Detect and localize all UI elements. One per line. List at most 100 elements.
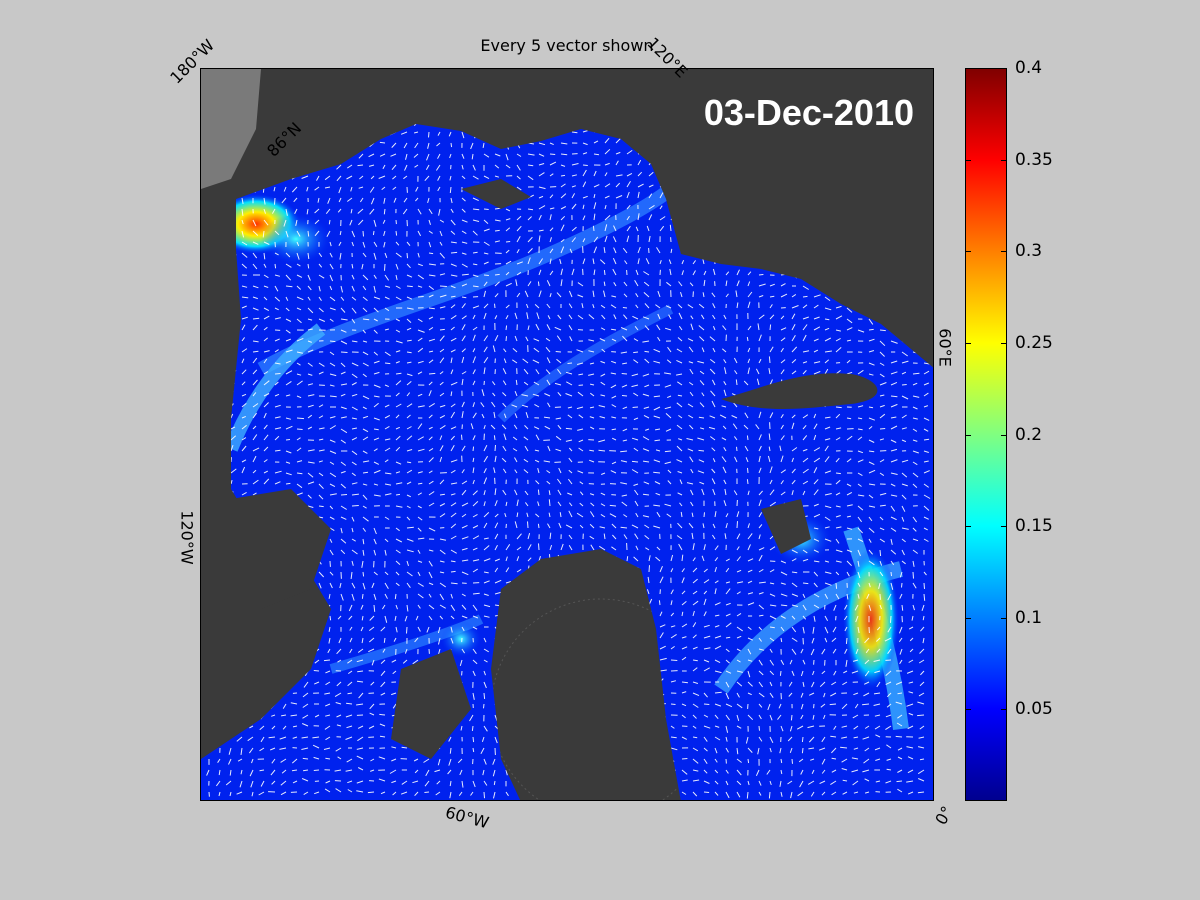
drift-vector	[769, 501, 776, 507]
drift-vector	[780, 337, 786, 342]
drift-vector	[578, 373, 584, 376]
drift-vector	[557, 391, 562, 397]
drift-vector	[527, 175, 534, 181]
drift-vector	[329, 493, 337, 496]
drift-vector	[692, 725, 697, 729]
drift-vector	[666, 281, 672, 287]
drift-vector	[725, 588, 731, 595]
drift-vector	[747, 714, 754, 721]
drift-vector	[569, 502, 573, 507]
drift-vector	[868, 373, 874, 376]
drift-vector	[787, 736, 793, 742]
drift-vector	[620, 327, 628, 331]
drift-vector	[292, 725, 298, 728]
drift-vector	[612, 534, 617, 540]
drift-vector	[901, 560, 906, 565]
drift-vector	[699, 380, 705, 386]
drift-vector	[373, 417, 380, 421]
drift-vector	[274, 393, 280, 397]
drift-vector	[527, 521, 529, 529]
drift-vector	[285, 318, 292, 322]
drift-vector	[439, 615, 444, 620]
drift-vector	[325, 681, 331, 686]
drift-vector	[307, 328, 313, 331]
drift-vector	[312, 744, 320, 749]
drift-vector	[329, 461, 335, 465]
drift-vector	[680, 511, 683, 518]
drift-vector	[789, 747, 793, 753]
drift-vector	[824, 526, 830, 529]
drift-vector	[270, 769, 276, 776]
drift-vector	[725, 280, 728, 287]
drift-vector	[714, 670, 722, 674]
drift-vector	[885, 780, 892, 784]
drift-vector	[516, 186, 522, 191]
drift-vector	[380, 692, 386, 696]
drift-vector	[681, 577, 685, 584]
drift-vector	[846, 504, 853, 507]
drift-vector	[351, 549, 358, 555]
drift-vector	[571, 163, 579, 166]
drift-vector	[802, 448, 808, 452]
drift-vector	[747, 325, 752, 331]
drift-vector	[844, 604, 848, 610]
drift-vector	[406, 604, 409, 612]
drift-vector	[324, 692, 331, 695]
drift-vector	[449, 780, 452, 787]
drift-vector	[568, 510, 573, 518]
drift-vector	[414, 769, 419, 774]
drift-vector	[747, 523, 750, 529]
drift-vector	[758, 791, 762, 796]
drift-vector	[461, 219, 468, 223]
drift-vector	[714, 511, 717, 518]
drift-vector	[802, 659, 806, 665]
drift-vector	[351, 582, 356, 589]
drift-vector	[637, 191, 640, 199]
drift-vector	[907, 725, 914, 730]
drift-vector	[703, 624, 710, 628]
drift-vector	[746, 435, 749, 441]
drift-vector	[357, 670, 364, 673]
drift-vector	[329, 241, 332, 247]
drift-vector	[835, 571, 840, 576]
drift-vector	[659, 260, 662, 265]
drift-vector	[483, 522, 488, 529]
drift-vector	[688, 346, 694, 353]
drift-vector	[340, 461, 346, 466]
drift-vector	[513, 424, 518, 430]
drift-vector	[296, 241, 300, 247]
drift-vector	[919, 758, 925, 761]
drift-vector	[678, 325, 683, 331]
drift-vector	[225, 780, 232, 786]
drift-vector	[296, 296, 304, 301]
drift-vector	[314, 791, 320, 795]
drift-vector	[505, 325, 508, 331]
drift-vector	[922, 637, 925, 644]
drift-vector	[791, 313, 796, 320]
drift-vector	[483, 477, 488, 485]
drift-vector	[494, 522, 499, 529]
drift-vector	[678, 543, 683, 551]
drift-vector	[349, 637, 353, 643]
drift-vector	[779, 747, 782, 754]
drift-vector	[864, 659, 870, 665]
drift-vector	[417, 329, 425, 333]
drift-vector	[271, 780, 276, 785]
drift-vector	[329, 263, 334, 270]
drift-vector	[307, 404, 314, 408]
drift-vector	[391, 692, 397, 696]
drift-vector	[665, 305, 672, 309]
drift-vector	[424, 175, 430, 182]
drift-vector	[692, 578, 698, 584]
drift-vector	[549, 227, 554, 232]
drift-vector	[758, 592, 764, 595]
drift-vector	[417, 626, 421, 632]
drift-vector	[589, 511, 595, 518]
drift-vector	[351, 274, 355, 280]
drift-vector	[725, 513, 729, 518]
drift-vector	[824, 368, 829, 375]
drift-vector	[852, 714, 859, 719]
drift-vector	[281, 769, 287, 774]
drift-vector	[841, 725, 848, 728]
drift-vector	[723, 500, 727, 507]
